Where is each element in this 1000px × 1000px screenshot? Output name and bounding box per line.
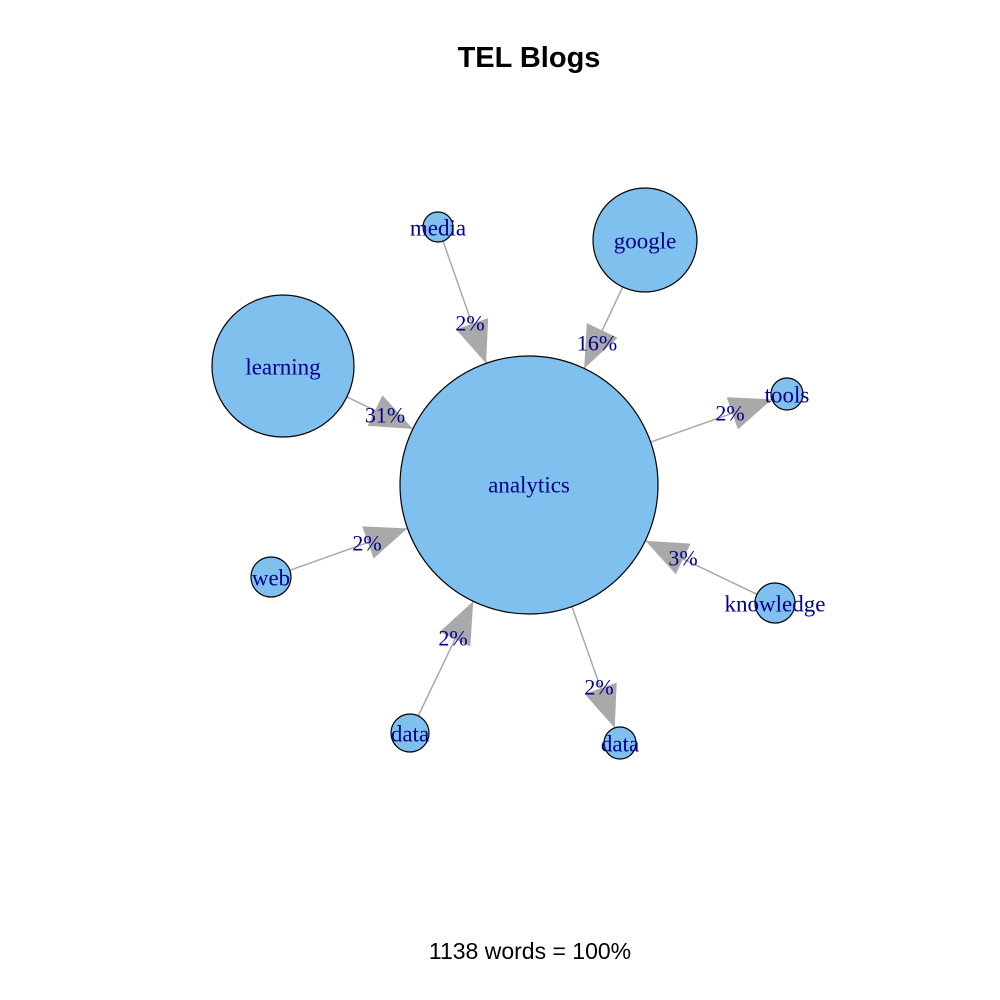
node-knowledge	[754, 582, 796, 624]
node-data-right	[603, 726, 637, 760]
node-learning	[211, 294, 355, 438]
node-media	[422, 211, 454, 243]
edge-label-google: 16%	[577, 331, 617, 356]
edge-label-data-right: 2%	[584, 675, 613, 700]
node-google	[592, 187, 698, 293]
node-tools	[770, 377, 804, 411]
edge-label-knowledge: 3%	[668, 546, 697, 571]
node-label-google: google	[614, 229, 677, 254]
edge-label-data-left: 2%	[438, 626, 467, 651]
node-label-tools: tools	[765, 383, 810, 408]
arrowhead-google	[584, 323, 618, 369]
arrowhead-data-left	[439, 601, 474, 647]
node-label-analytics: analytics	[488, 473, 570, 498]
node-label-data-left: data	[391, 722, 429, 747]
node-data-left	[390, 713, 430, 753]
word-count-caption: 1138 words = 100%	[428, 938, 632, 964]
edge-label-learning: 31%	[365, 403, 405, 428]
node-label-media: media	[410, 216, 466, 241]
edge-label-media: 2%	[455, 311, 484, 336]
arrowhead-tools	[726, 397, 772, 430]
node-label-web: web	[252, 566, 290, 591]
arrowhead-knowledge	[645, 540, 691, 575]
arrowhead-web	[362, 526, 408, 559]
node-label-data-right: data	[601, 732, 639, 757]
arrowhead-learning	[367, 395, 413, 429]
page-title: TEL Blogs	[457, 42, 601, 74]
edge-label-web: 2%	[352, 531, 381, 556]
arrowhead-media	[456, 318, 489, 364]
node-analytics	[399, 355, 659, 615]
node-label-learning: learning	[245, 355, 321, 380]
arrowhead-data-right	[584, 682, 617, 728]
edge-label-tools: 2%	[715, 401, 744, 426]
node-web	[250, 556, 292, 598]
node-label-knowledge: knowledge	[725, 592, 826, 617]
